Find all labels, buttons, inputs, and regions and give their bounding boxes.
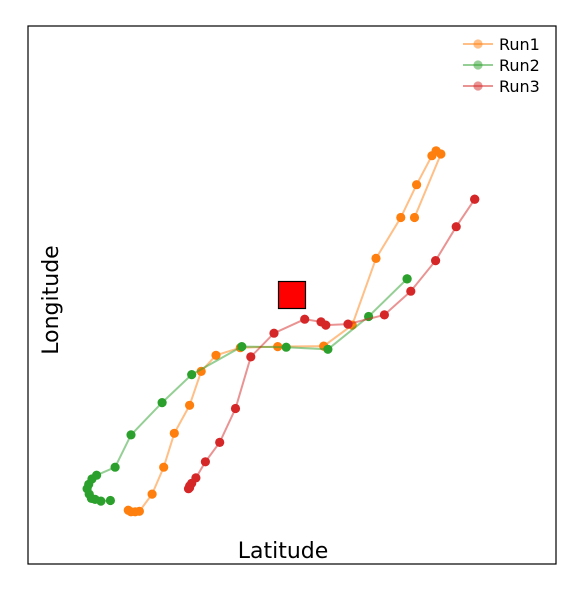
data-point bbox=[170, 429, 179, 438]
square-marker bbox=[279, 282, 306, 309]
y-axis-label: Longitude bbox=[39, 245, 64, 354]
data-point bbox=[343, 320, 352, 329]
data-point bbox=[406, 287, 415, 296]
data-point bbox=[371, 254, 380, 263]
data-point bbox=[452, 222, 461, 231]
data-point bbox=[231, 404, 240, 413]
data-point bbox=[191, 473, 200, 482]
data-point bbox=[111, 463, 120, 472]
data-point bbox=[321, 321, 330, 330]
marker-layer bbox=[279, 282, 306, 309]
data-point bbox=[159, 463, 168, 472]
legend-label: Run3 bbox=[499, 77, 540, 96]
data-point bbox=[412, 180, 421, 189]
data-point bbox=[187, 370, 196, 379]
data-point bbox=[300, 315, 309, 324]
data-point bbox=[396, 213, 405, 222]
data-point bbox=[269, 329, 278, 338]
data-point bbox=[431, 256, 440, 265]
data-point bbox=[126, 430, 135, 439]
data-point bbox=[470, 195, 479, 204]
legend-marker bbox=[473, 81, 482, 90]
data-point bbox=[410, 213, 419, 222]
data-point bbox=[282, 343, 291, 352]
legend-marker bbox=[473, 60, 482, 69]
data-point bbox=[380, 310, 389, 319]
data-point bbox=[436, 149, 445, 158]
data-point bbox=[215, 438, 224, 447]
data-point bbox=[403, 274, 412, 283]
data-point bbox=[201, 457, 210, 466]
x-axis-label: Latitude bbox=[238, 539, 329, 564]
legend-label: Run1 bbox=[499, 35, 540, 54]
legend: Run1 Run2 Run3 bbox=[463, 35, 540, 96]
legend-marker bbox=[473, 39, 482, 48]
data-point bbox=[237, 342, 246, 351]
data-point bbox=[135, 507, 144, 516]
data-point bbox=[92, 471, 101, 480]
legend-label: Run2 bbox=[499, 56, 540, 75]
data-point bbox=[106, 496, 115, 505]
data-point bbox=[158, 398, 167, 407]
data-point bbox=[246, 352, 255, 361]
data-point bbox=[148, 490, 157, 499]
data-point bbox=[323, 345, 332, 354]
data-point bbox=[185, 401, 194, 410]
